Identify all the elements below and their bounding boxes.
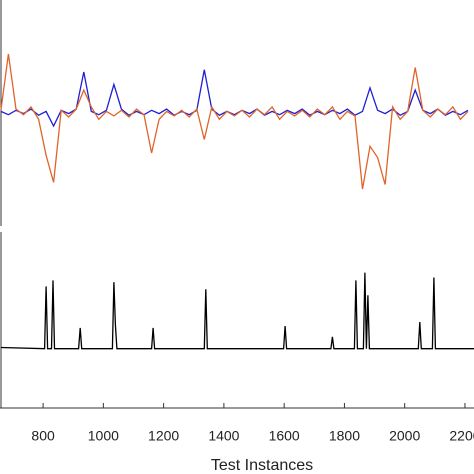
x-tick-label: 1200 [148, 428, 179, 444]
x-tick-label: 1400 [208, 428, 239, 444]
data-line [0, 272, 474, 350]
data-line [0, 53, 469, 190]
x-tick-label: 1800 [329, 428, 360, 444]
x-tick-label: 2000 [389, 428, 420, 444]
x-tick-label: 800 [31, 428, 55, 444]
data-line [0, 69, 469, 128]
x-tick-label: 2200 [449, 428, 474, 444]
x-axis-label: Test Instances [211, 457, 313, 474]
x-tick-label: 1600 [269, 428, 300, 444]
x-tick-label: 1000 [88, 428, 119, 444]
